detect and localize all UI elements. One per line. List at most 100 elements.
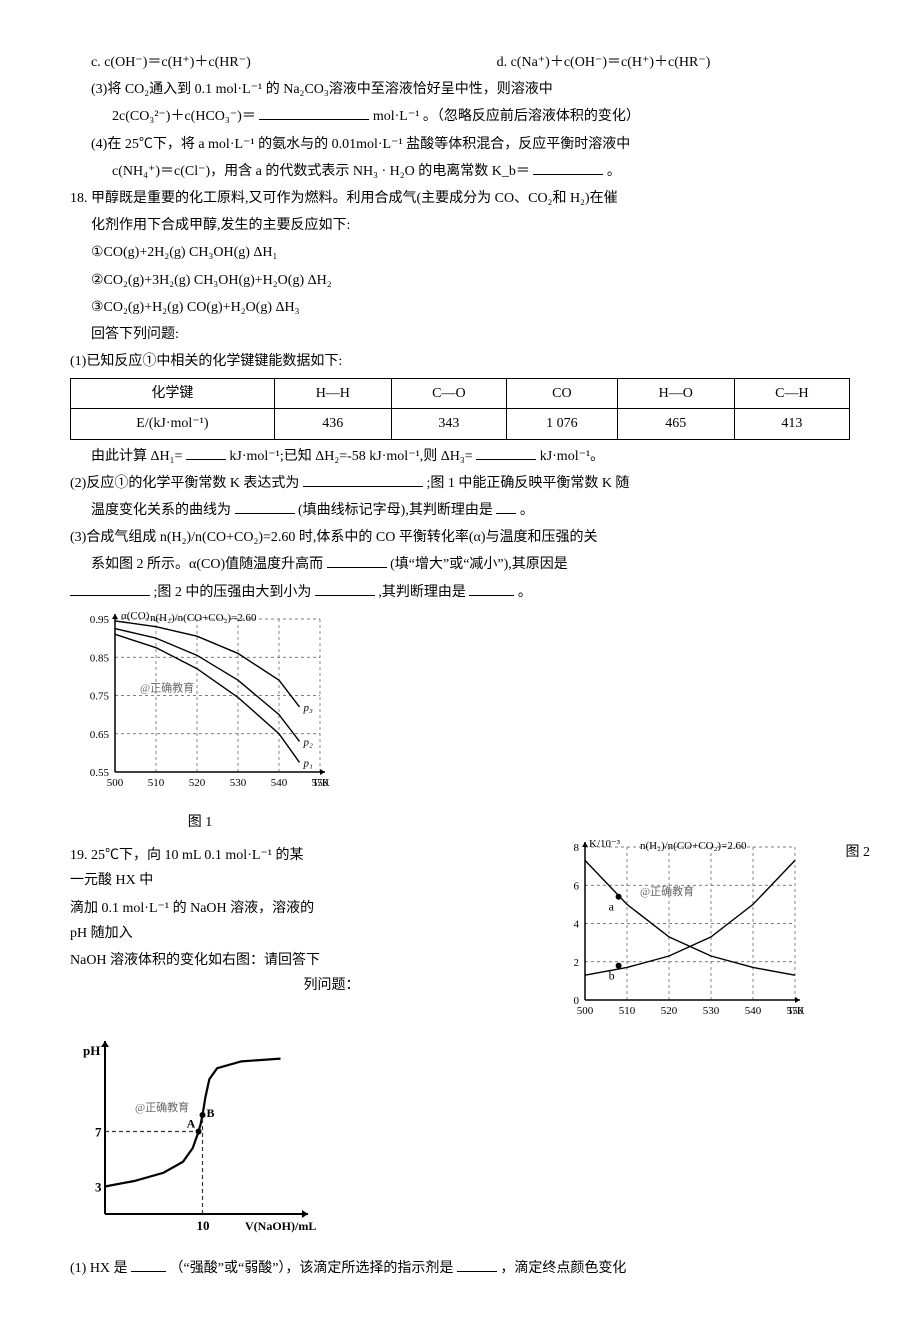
table-data-row: E/(kJ·mol⁻¹) 436 343 1 076 465 413 bbox=[71, 409, 850, 439]
q18-2b: ;图 1 中能正确反映平衡常数 K 随 bbox=[426, 476, 629, 491]
blank-reason1 bbox=[496, 513, 516, 514]
q18-intro-2: 化剂作用下合成甲醇,发生的主要反应如下: bbox=[70, 213, 850, 238]
q18-1-b: kJ·mol⁻¹;已知 ΔH₂=-58 kJ·mol⁻¹,则 ΔH₃= bbox=[229, 449, 472, 464]
svg-text:K/10⁻³: K/10⁻³ bbox=[589, 838, 621, 850]
svg-text:a: a bbox=[609, 900, 615, 914]
svg-text:0.65: 0.65 bbox=[90, 729, 110, 741]
q18-3-line2: 系如图 2 所示。α(CO)值随温度升高而 (填“增大”或“减小”),其原因是 bbox=[70, 552, 850, 577]
svg-text:p₂: p₂ bbox=[303, 736, 314, 748]
figure-1: 5005105205305405500.550.650.750.850.95α(… bbox=[70, 607, 850, 835]
svg-text:pH: pH bbox=[83, 1043, 100, 1058]
svg-text:T/K: T/K bbox=[312, 777, 330, 789]
svg-text:510: 510 bbox=[619, 1005, 636, 1017]
q17-4-line1: (4)在 25℃下，将 a mol·L⁻¹ 的氨水与的 0.01mol·L⁻¹ … bbox=[70, 132, 850, 157]
th-1: H—H bbox=[274, 379, 391, 409]
figures-area: 5005105205305405500.550.650.750.850.95α(… bbox=[70, 607, 850, 1035]
q18-3d: ;图 2 中的压强由大到小为 bbox=[154, 585, 312, 600]
q18-2c: 温度变化关系的曲线为 bbox=[91, 503, 231, 518]
blank-reason2 bbox=[70, 595, 150, 596]
q18-intro-1: 18. 甲醇既是重要的化工原料,又可作为燃料。利用合成气(主要成分为 CO、CO… bbox=[70, 186, 850, 211]
svg-text:3: 3 bbox=[95, 1180, 102, 1195]
fig2-svg: 50051052053054055002468K/10⁻³T/Kn(H₂)/n(… bbox=[550, 835, 820, 1025]
q19-q1a: (1) HX 是 bbox=[70, 1261, 128, 1276]
val-2: 1 076 bbox=[507, 409, 618, 439]
svg-text:0.55: 0.55 bbox=[90, 767, 110, 779]
val-4: 413 bbox=[734, 409, 849, 439]
q18-reaction-3: ③CO₂(g)+H₂(g) CO(g)+H₂O(g) ΔH₃ bbox=[70, 295, 850, 320]
q19-3b: 列问题： bbox=[304, 978, 360, 993]
q19-line1: 19. 25℃下，向 10 mL 0.1 mol·L⁻¹ 的某 一元酸 HX 中 bbox=[70, 843, 550, 893]
q18-1-a: 由此计算 ΔH₁= bbox=[91, 449, 182, 464]
q18-3b: 系如图 2 所示。α(CO)值随温度升高而 bbox=[91, 557, 323, 572]
svg-text:B: B bbox=[207, 1106, 215, 1120]
options-cd-row: c. c(OH⁻)＝c(H⁺)＋c(HR⁻) d. c(Na⁺)＋c(OH⁻)＝… bbox=[70, 50, 850, 75]
q19-text-block: 19. 25℃下，向 10 mL 0.1 mol·L⁻¹ 的某 一元酸 HX 中… bbox=[70, 843, 550, 998]
q18-1-header: (1)已知反应①中相关的化学键键能数据如下: bbox=[70, 349, 850, 374]
blank-acid-type bbox=[131, 1271, 166, 1272]
q18-3e: ,其判断理由是 bbox=[378, 585, 466, 600]
svg-text:n(H₂)/n(CO+CO₂)=2.60: n(H₂)/n(CO+CO₂)=2.60 bbox=[150, 612, 257, 624]
svg-text:500: 500 bbox=[107, 777, 124, 789]
q19-1b: 一元酸 HX 中 bbox=[70, 873, 153, 888]
svg-text:@正确教育: @正确教育 bbox=[135, 1100, 189, 1114]
svg-text:A: A bbox=[187, 1117, 196, 1131]
th-3: CO bbox=[507, 379, 618, 409]
svg-text:@正确教育: @正确教育 bbox=[640, 884, 694, 898]
svg-text:520: 520 bbox=[661, 1005, 678, 1017]
blank-pressure bbox=[315, 595, 375, 596]
q17-3-line1: (3)将 CO₂通入到 0.1 mol·L⁻¹ 的 Na₂CO₃溶液中至溶液恰好… bbox=[70, 77, 850, 102]
th-5: C—H bbox=[734, 379, 849, 409]
th-2: C—O bbox=[391, 379, 506, 409]
q19-3a: NaOH 溶液体积的变化如右图：请回答下 bbox=[70, 953, 320, 968]
q18-3c: (填“增大”或“减小”),其原因是 bbox=[390, 557, 568, 572]
svg-text:540: 540 bbox=[271, 777, 288, 789]
svg-text:8: 8 bbox=[574, 842, 580, 854]
q19-q1c: ，滴定终点颜色变化 bbox=[500, 1261, 626, 1276]
blank-q17-3 bbox=[259, 119, 369, 120]
fig1-caption: 图 1 bbox=[70, 810, 330, 835]
svg-text:p₃: p₃ bbox=[303, 702, 314, 714]
q19-1a: 19. 25℃下，向 10 mL 0.1 mol·L⁻¹ 的某 bbox=[70, 848, 304, 863]
svg-text:0.95: 0.95 bbox=[90, 614, 110, 626]
svg-text:500: 500 bbox=[577, 1005, 594, 1017]
svg-text:10: 10 bbox=[197, 1218, 210, 1233]
svg-text:510: 510 bbox=[148, 777, 165, 789]
q17-4-pre: c(NH₄⁺)＝c(Cl⁻)，用含 a 的代数式表示 NH₃ · H₂O 的电离… bbox=[112, 164, 530, 179]
svg-text:0.85: 0.85 bbox=[90, 652, 110, 664]
svg-text:V(NaOH)/mL: V(NaOH)/mL bbox=[245, 1219, 316, 1233]
svg-text:p₁: p₁ bbox=[303, 757, 314, 769]
option-d: d. c(Na⁺)＋c(OH⁻)＝c(H⁺)＋c(HR⁻) bbox=[497, 50, 871, 75]
svg-text:540: 540 bbox=[745, 1005, 762, 1017]
svg-text:2: 2 bbox=[574, 957, 580, 969]
svg-text:6: 6 bbox=[574, 880, 580, 892]
svg-text:n(H₂)/n(CO+CO₂)=2.60: n(H₂)/n(CO+CO₂)=2.60 bbox=[640, 840, 747, 852]
q17-4-line2: c(NH₄⁺)＝c(Cl⁻)，用含 a 的代数式表示 NH₃ · H₂O 的电离… bbox=[70, 159, 850, 184]
q18-2d: (填曲线标记字母),其判断理由是 bbox=[298, 503, 493, 518]
q18-3f: 。 bbox=[518, 585, 532, 600]
blank-dh3 bbox=[476, 459, 536, 460]
svg-text:530: 530 bbox=[230, 777, 247, 789]
q18-3-line1: (3)合成气组成 n(H₂)/n(CO+CO₂)=2.60 时,体系中的 CO … bbox=[70, 525, 850, 550]
fig2-caption: 图 2 bbox=[846, 840, 871, 865]
q19-q1: (1) HX 是 （“强酸”或“弱酸”），该滴定所选择的指示剂是 ，滴定终点颜色… bbox=[70, 1256, 850, 1281]
svg-text:4: 4 bbox=[574, 919, 580, 931]
svg-text:α(CO): α(CO) bbox=[121, 610, 150, 622]
q17-3-pre: 2c(CO₃²⁻)＋c(HCO₃⁻)＝ bbox=[112, 109, 256, 124]
q18-2a: (2)反应①的化学平衡常数 K 表达式为 bbox=[70, 476, 299, 491]
q19-line2: 滴加 0.1 mol·L⁻¹ 的 NaOH 溶液，溶液的 pH 随加入 bbox=[70, 896, 550, 946]
blank-q17-4 bbox=[533, 174, 603, 175]
svg-text:T/K: T/K bbox=[787, 1005, 805, 1017]
q18-reaction-1: ①CO(g)+2H₂(g) CH₃OH(g) ΔH₁ bbox=[70, 240, 850, 265]
q18-3-line3: ;图 2 中的压强由大到小为 ,其判断理由是 。 bbox=[70, 580, 850, 605]
blank-K-expr bbox=[303, 486, 423, 487]
blank-indicator bbox=[457, 1271, 497, 1272]
q18-1-c: kJ·mol⁻¹。 bbox=[540, 449, 604, 464]
q18-reaction-2: ②CO₂(g)+3H₂(g) CH₃OH(g)+H₂O(g) ΔH₂ bbox=[70, 268, 850, 293]
q17-3-post: mol·L⁻¹ 。（忽略反应前后溶液体积的变化） bbox=[373, 109, 640, 124]
svg-text:b: b bbox=[609, 969, 615, 983]
th-0: 化学键 bbox=[71, 379, 275, 409]
q19-2a: 滴加 0.1 mol·L⁻¹ 的 NaOH 溶液，溶液的 bbox=[70, 901, 314, 916]
q19-line3: NaOH 溶液体积的变化如右图：请回答下 列问题： bbox=[70, 948, 550, 998]
fig3-svg: 7310pHV(NaOH)/mLAB@正确教育 bbox=[70, 1034, 330, 1244]
val-1: 343 bbox=[391, 409, 506, 439]
